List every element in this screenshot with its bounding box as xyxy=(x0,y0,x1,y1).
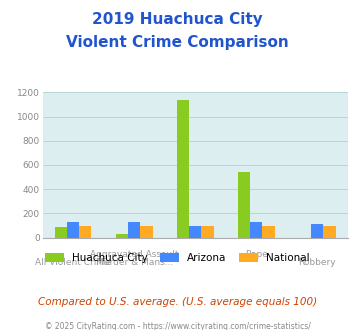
Text: Violent Crime Comparison: Violent Crime Comparison xyxy=(66,35,289,50)
Text: All Violent Crime: All Violent Crime xyxy=(35,258,111,267)
Legend: Huachuca City, Arizona, National: Huachuca City, Arizona, National xyxy=(41,249,314,267)
Bar xyxy=(55,227,67,238)
Text: Aggravated Assault: Aggravated Assault xyxy=(90,250,179,259)
Bar xyxy=(323,226,336,238)
Text: Compared to U.S. average. (U.S. average equals 100): Compared to U.S. average. (U.S. average … xyxy=(38,297,317,307)
Text: © 2025 CityRating.com - https://www.cityrating.com/crime-statistics/: © 2025 CityRating.com - https://www.city… xyxy=(45,322,310,330)
Bar xyxy=(311,224,323,238)
Text: Robbery: Robbery xyxy=(299,258,336,267)
Text: Murder & Mans...: Murder & Mans... xyxy=(95,258,173,267)
Text: Rape: Rape xyxy=(245,250,268,259)
Bar xyxy=(250,222,262,238)
Bar xyxy=(67,222,79,238)
Bar xyxy=(238,172,250,238)
Text: 2019 Huachuca City: 2019 Huachuca City xyxy=(92,12,263,26)
Bar xyxy=(201,226,214,238)
Bar xyxy=(116,234,128,238)
Bar xyxy=(189,225,201,238)
Bar xyxy=(128,222,140,238)
Bar xyxy=(262,226,275,238)
Bar xyxy=(140,226,153,238)
Bar xyxy=(79,225,92,238)
Bar xyxy=(177,100,189,238)
